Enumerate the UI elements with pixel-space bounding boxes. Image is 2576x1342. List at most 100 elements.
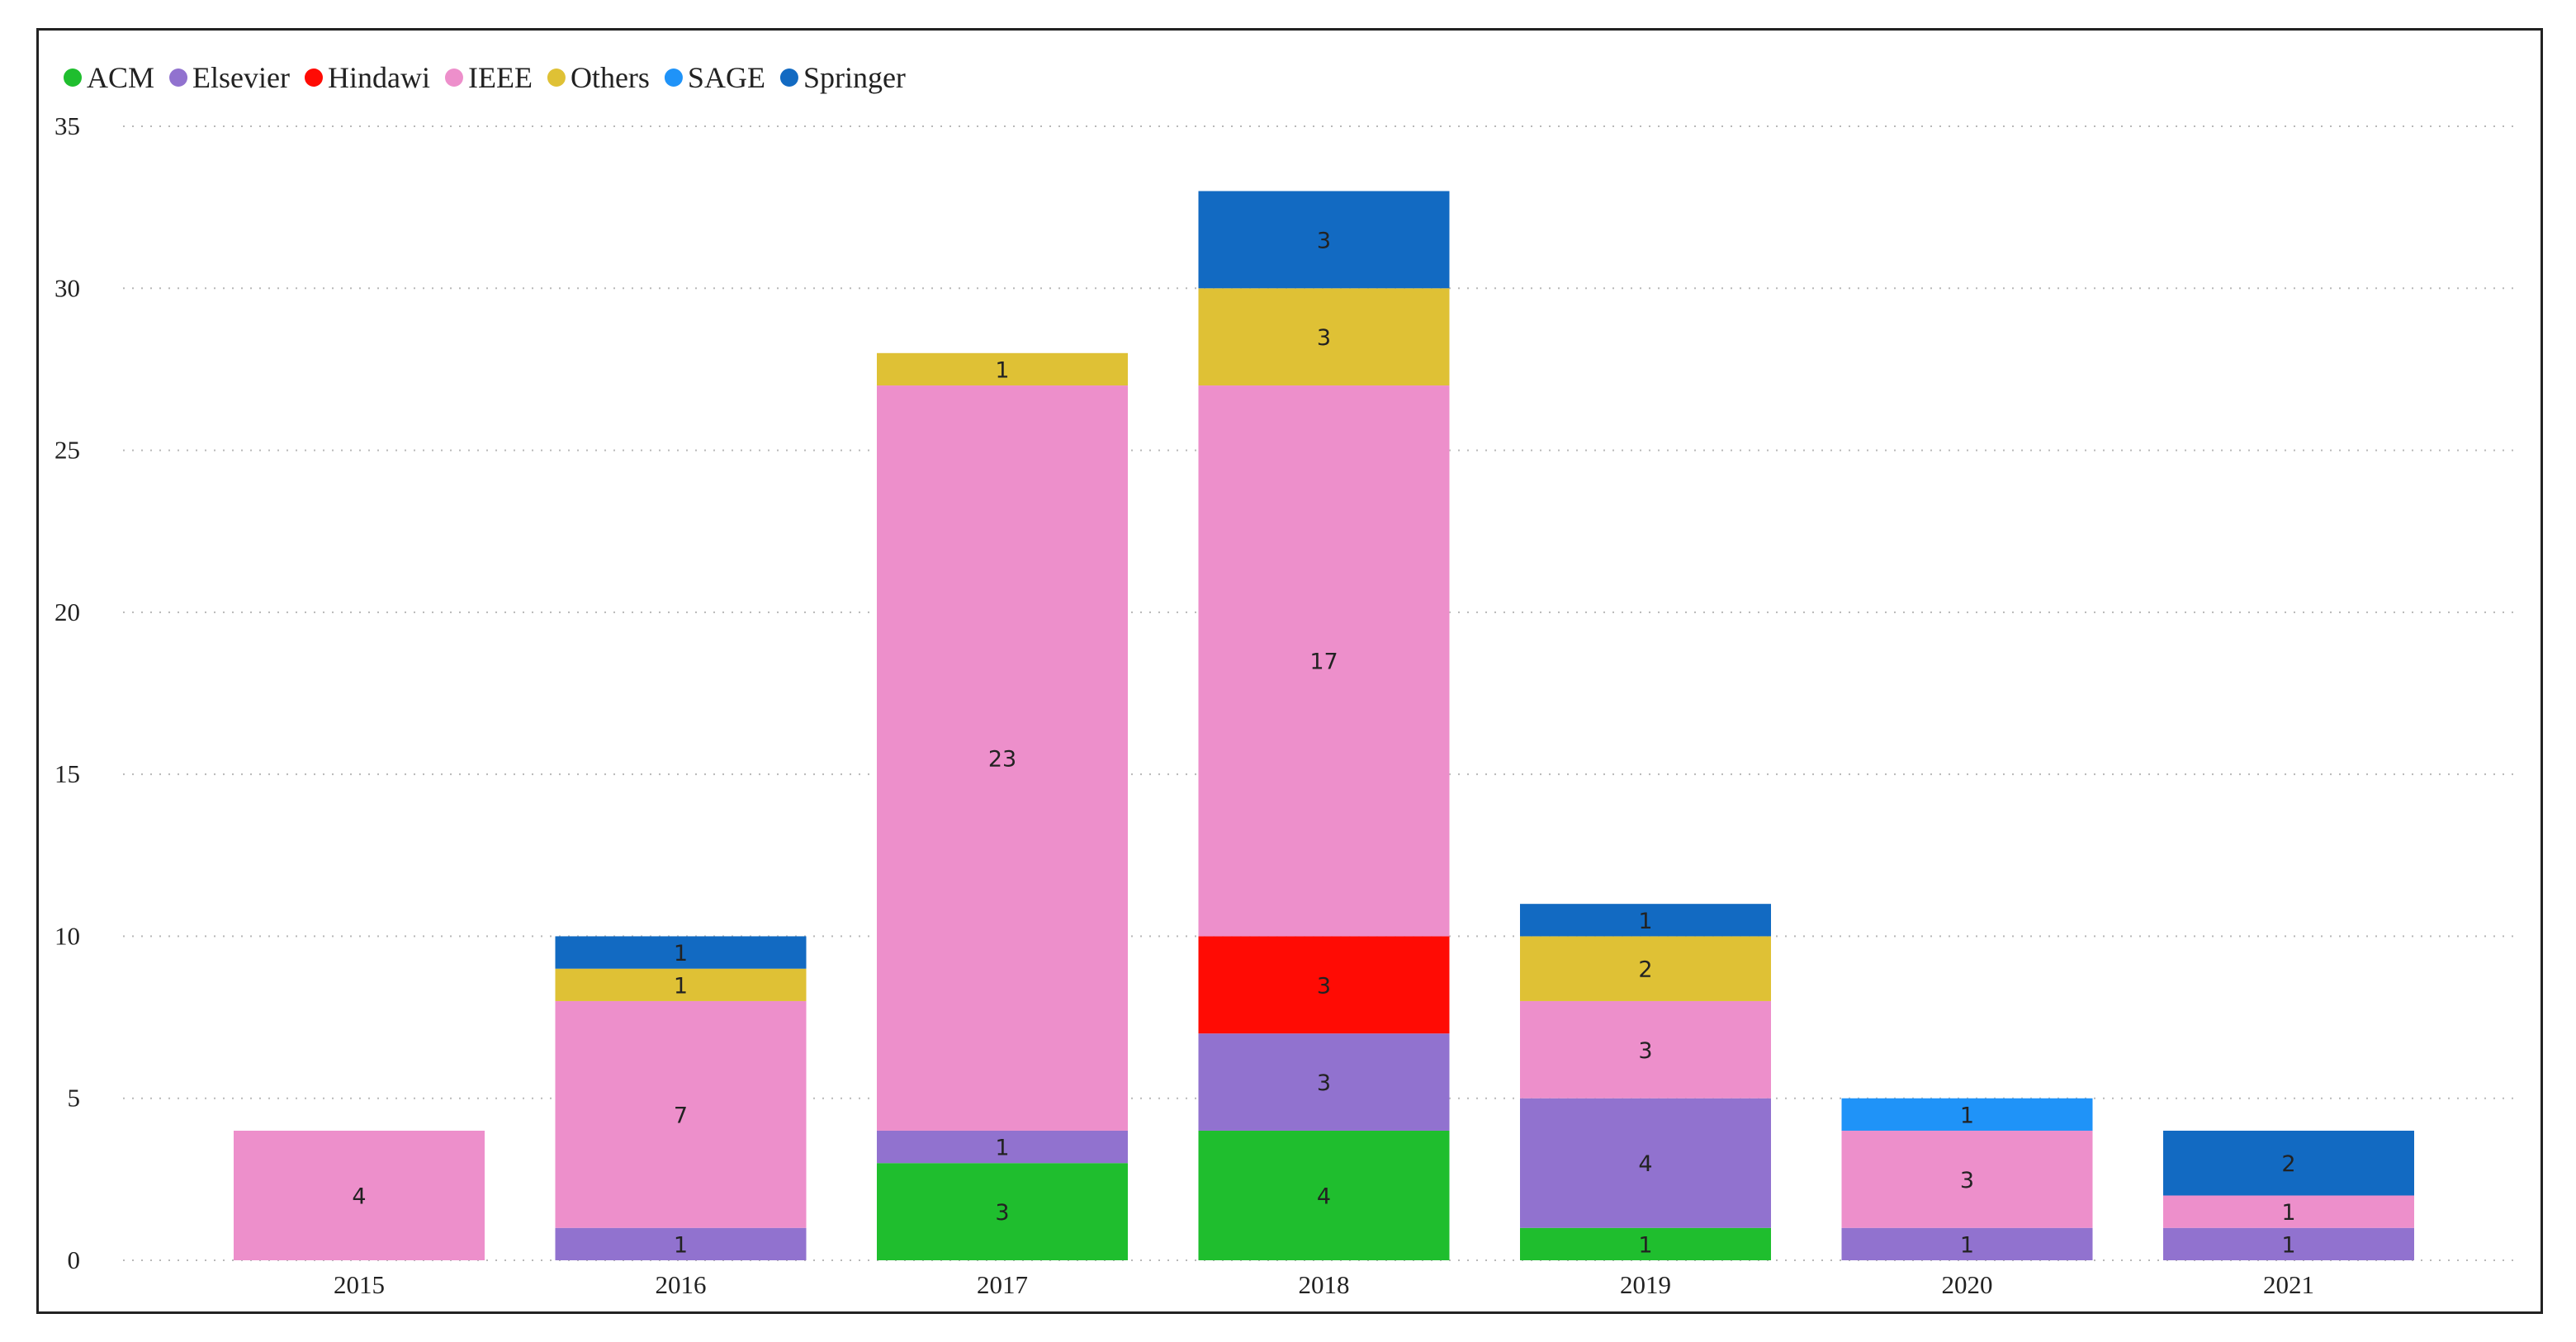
bar-2016-others-label: 1	[674, 973, 688, 999]
y-tick-label-20: 20	[54, 598, 80, 626]
bar-2017-others-label: 1	[995, 357, 1009, 383]
bar-2019-others[interactable]	[1520, 936, 1771, 1001]
bar-2016-ieee[interactable]	[555, 1000, 807, 1228]
bar-2020-sage-label: 1	[1960, 1103, 1974, 1128]
bar-2021-ieee[interactable]	[2163, 1195, 2414, 1228]
bar-2021-elsevier[interactable]	[2163, 1227, 2414, 1260]
bar-2018-others[interactable]	[1198, 288, 1450, 386]
legend-label-ieee: IEEE	[468, 61, 533, 94]
bar-2019-ieee[interactable]	[1520, 1000, 1771, 1099]
x-axis-ticks: 2015 2016 2017 2018 2019 2020 2021	[334, 1270, 2314, 1299]
legend-marker-sage	[664, 69, 683, 87]
bar-2016-elsevier[interactable]	[555, 1227, 807, 1260]
bar-2021-elsevier-label: 1	[2281, 1232, 2295, 1258]
legend-item-sage[interactable]: SAGE	[664, 61, 765, 94]
bar-2016-ieee-label: 7	[674, 1103, 688, 1128]
bar-2021-springer[interactable]	[2163, 1130, 2414, 1196]
bar-stack-2019: 1 4 3 2 1	[1520, 904, 1771, 1260]
legend-marker-springer	[779, 69, 798, 87]
y-tick-label-30: 30	[54, 273, 80, 302]
legend: ACM Elsevier Hindawi IEEE Others SAGE Springer	[64, 61, 906, 94]
bar-2016-others[interactable]	[555, 968, 807, 1001]
legend-item-ieee[interactable]: IEEE	[444, 61, 533, 94]
bar-stack-2015: 4	[234, 1130, 485, 1260]
legend-label-springer: Springer	[803, 61, 906, 94]
legend-label-others: Others	[571, 61, 650, 94]
legend-label-acm: ACM	[87, 61, 154, 94]
bar-2016-springer-label: 1	[674, 941, 688, 966]
bar-2021-ieee-label: 1	[2281, 1200, 2295, 1226]
bar-2018-others-label: 3	[1317, 325, 1331, 351]
bar-2020-elsevier-label: 1	[1960, 1232, 1974, 1258]
legend-marker-hindawi	[304, 69, 323, 87]
bar-2018-acm-label: 4	[1317, 1184, 1331, 1209]
legend-label-elsevier: Elsevier	[192, 61, 290, 94]
bar-2018-elsevier-label: 3	[1317, 1070, 1331, 1096]
bar-2019-springer[interactable]	[1520, 904, 1771, 937]
legend-label-hindawi: Hindawi	[328, 61, 430, 94]
legend-item-springer[interactable]: Springer	[779, 61, 906, 94]
legend-item-others[interactable]: Others	[547, 61, 650, 94]
bar-2018-springer-label: 3	[1317, 228, 1331, 253]
bar-stack-2017: 3 1 23 1	[877, 352, 1128, 1260]
x-tick-label-2021: 2021	[2263, 1270, 2314, 1299]
bar-2017-acm[interactable]	[877, 1163, 1128, 1260]
bar-2017-elsevier-label: 1	[995, 1136, 1009, 1161]
legend-marker-acm	[64, 69, 82, 87]
y-tick-label-5: 5	[68, 1084, 81, 1113]
bar-2018-elsevier[interactable]	[1198, 1033, 1450, 1131]
bar-2021-springer-label: 2	[2281, 1151, 2295, 1177]
bar-2018-ieee[interactable]	[1198, 385, 1450, 937]
chart-frame: 0 5 10 15 20 25 30 35 4 1 7 1 1 3 1 23 1 4 3 3 17 3 3 1 4 3 2 1 1 3 1…	[36, 28, 2543, 1314]
bar-2018-acm[interactable]	[1198, 1130, 1450, 1260]
x-tick-label-2016: 2016	[656, 1270, 707, 1299]
legend-marker-others	[547, 69, 566, 87]
y-tick-label-25: 25	[54, 436, 80, 465]
legend-label-sage: SAGE	[688, 61, 765, 94]
legend-marker-elsevier	[169, 69, 188, 87]
legend-item-hindawi[interactable]: Hindawi	[304, 61, 430, 94]
legend-marker-ieee	[444, 69, 463, 87]
bar-2019-elsevier-label: 4	[1638, 1151, 1652, 1177]
bar-2017-elsevier[interactable]	[877, 1130, 1128, 1164]
bar-stack-2021: 1 1 2	[2163, 1130, 2414, 1260]
x-tick-label-2018: 2018	[1299, 1270, 1350, 1299]
y-axis-ticks: 0 5 10 15 20 25 30 35	[54, 111, 80, 1274]
bar-2019-acm-label: 1	[1638, 1232, 1652, 1258]
bar-2019-others-label: 2	[1638, 957, 1652, 983]
bar-2020-ieee[interactable]	[1841, 1130, 2093, 1228]
y-tick-label-0: 0	[68, 1245, 81, 1274]
bar-2017-acm-label: 3	[995, 1200, 1009, 1226]
bar-2017-ieee-label: 23	[988, 747, 1016, 773]
bar-2015-ieee[interactable]	[234, 1130, 485, 1260]
bar-2019-springer-label: 1	[1638, 909, 1652, 934]
bar-2020-elsevier[interactable]	[1841, 1227, 2093, 1260]
x-tick-label-2019: 2019	[1620, 1270, 1671, 1299]
bar-2018-ieee-label: 17	[1309, 650, 1338, 675]
legend-item-elsevier[interactable]: Elsevier	[169, 61, 290, 94]
bar-2018-springer[interactable]	[1198, 191, 1450, 289]
y-tick-label-10: 10	[54, 921, 80, 950]
x-tick-label-2017: 2017	[977, 1270, 1028, 1299]
bar-2017-others[interactable]	[877, 352, 1128, 386]
bar-2020-ieee-label: 3	[1960, 1168, 1974, 1193]
x-tick-label-2020: 2020	[1942, 1270, 1993, 1299]
y-tick-label-35: 35	[54, 111, 80, 140]
bar-2020-sage[interactable]	[1841, 1098, 2093, 1131]
bar-2018-hindawi-label: 3	[1317, 973, 1331, 999]
bar-2016-springer[interactable]	[555, 936, 807, 969]
bar-2019-acm[interactable]	[1520, 1227, 1771, 1260]
y-tick-label-15: 15	[54, 759, 80, 788]
x-tick-label-2015: 2015	[334, 1270, 385, 1299]
bar-2019-elsevier[interactable]	[1520, 1098, 1771, 1228]
legend-item-acm[interactable]: ACM	[64, 61, 154, 94]
bar-2016-elsevier-label: 1	[674, 1232, 688, 1258]
bar-stack-2018: 4 3 3 17 3 3	[1198, 191, 1450, 1260]
bar-2017-ieee[interactable]	[877, 385, 1128, 1131]
bar-stack-2020: 1 3 1	[1841, 1098, 2093, 1260]
bar-2018-hindawi[interactable]	[1198, 936, 1450, 1034]
bar-2019-ieee-label: 3	[1638, 1038, 1652, 1064]
